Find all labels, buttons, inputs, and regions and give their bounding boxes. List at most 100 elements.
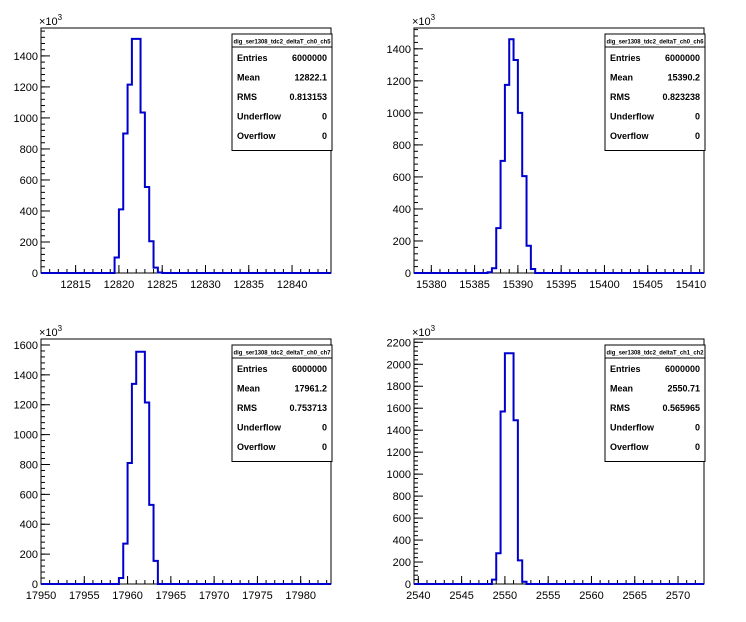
stats-box-frame — [231, 33, 333, 151]
stats-value: 0 — [695, 131, 700, 141]
x-tick-label: 2550 — [493, 590, 517, 602]
stats-label: Underflow — [237, 423, 282, 433]
y-tick-label: 1200 — [14, 82, 38, 94]
stats-label: Entries — [237, 364, 268, 374]
x-tick-label: 17980 — [285, 590, 316, 602]
stats-label: Overflow — [237, 442, 277, 452]
stats-value: 0.823238 — [662, 92, 700, 102]
y-axis-multiplier: ×103 — [412, 13, 436, 28]
stats-value: 6000000 — [665, 53, 700, 63]
stats-label: Entries — [610, 364, 641, 374]
y-tick-label: 800 — [393, 140, 411, 152]
x-tick-label: 2570 — [666, 590, 690, 602]
y-tick-label: 600 — [393, 172, 411, 184]
stats-label: Overflow — [610, 131, 650, 141]
x-tick-label: 17950 — [26, 590, 57, 602]
y-tick-label: 200 — [20, 237, 38, 249]
y-tick-label: 1400 — [387, 425, 411, 437]
stats-value: 6000000 — [292, 53, 327, 63]
stats-box-frame — [231, 344, 333, 462]
stats-value: 0 — [695, 442, 700, 452]
stats-label: Overflow — [610, 442, 650, 452]
x-tick-label: 2540 — [406, 590, 430, 602]
stats-value: 0 — [695, 423, 700, 433]
y-tick-label: 1000 — [14, 113, 38, 125]
stats-label: RMS — [237, 403, 257, 413]
x-tick-label: 2560 — [579, 590, 603, 602]
stats-label: Entries — [610, 53, 641, 63]
y-tick-label: 1600 — [387, 403, 411, 415]
x-tick-label: 17965 — [156, 590, 187, 602]
y-tick-label: 400 — [393, 204, 411, 216]
y-axis-multiplier: ×103 — [39, 324, 63, 339]
x-tick-label: 12825 — [147, 279, 178, 291]
stats-label: Mean — [237, 73, 260, 83]
x-tick-label: 17975 — [242, 590, 273, 602]
y-tick-label: 600 — [20, 175, 38, 187]
x-tick-label: 15385 — [459, 279, 490, 291]
stats-label: Mean — [610, 384, 633, 394]
y-tick-label: 200 — [393, 557, 411, 569]
x-tick-label: 2555 — [536, 590, 560, 602]
stats-label: RMS — [610, 92, 630, 102]
stats-label: Entries — [237, 53, 268, 63]
histogram-outline — [414, 38, 704, 274]
x-tick-label: 12815 — [60, 279, 91, 291]
stats-value: 0 — [322, 442, 327, 452]
y-axis-multiplier: ×103 — [412, 324, 436, 339]
stats-value: 17961.2 — [294, 384, 327, 394]
y-tick-label: 600 — [20, 489, 38, 501]
stats-value: 2550.71 — [667, 384, 700, 394]
stats-box-frame — [604, 33, 706, 151]
y-tick-label: 2200 — [387, 337, 411, 349]
y-tick-label: 1600 — [14, 340, 38, 352]
y-tick-label: 200 — [20, 549, 38, 561]
y-tick-label: 400 — [393, 535, 411, 547]
stats-value: 0.813153 — [289, 92, 327, 102]
y-tick-label: 1400 — [387, 44, 411, 56]
x-tick-label: 15390 — [503, 279, 534, 291]
y-tick-label: 0 — [405, 268, 411, 280]
stats-value: 15390.2 — [667, 73, 700, 83]
stats-value: 6000000 — [665, 364, 700, 374]
stats-value: 0.565965 — [662, 403, 700, 413]
x-tick-label: 2545 — [449, 590, 473, 602]
stats-box: dig_ser1308_tdc2_deltaT_ch1_ch2 Entries 60… — [604, 344, 706, 462]
x-tick-label: 15395 — [546, 279, 577, 291]
y-tick-label: 800 — [20, 459, 38, 471]
y-tick-label: 400 — [20, 206, 38, 218]
y-tick-label: 0 — [405, 579, 411, 591]
y-tick-label: 800 — [393, 491, 411, 503]
histogram-name: dig_ser1308_tdc2_deltaT_ch0_ch7 — [234, 350, 331, 357]
histogram-outline — [414, 352, 704, 585]
stats-label: RMS — [237, 92, 257, 102]
stats-value: 6000000 — [292, 364, 327, 374]
y-tick-label: 1400 — [14, 51, 38, 63]
histogram-outline — [41, 350, 331, 585]
histogram-bin — [136, 352, 140, 584]
y-axis-multiplier: ×103 — [39, 13, 63, 28]
stats-value: 0 — [695, 112, 700, 122]
histogram-panel-3: 17950 17955 17960 17965 17970 17975 17980 0 200 4… — [14, 324, 333, 602]
stats-box: dig_ser1308_tdc2_deltaT_ch0_ch6 Entries 60… — [604, 33, 706, 151]
x-tick-label: 12820 — [104, 279, 135, 291]
stats-value: 12822.1 — [294, 73, 327, 83]
y-tick-label: 1000 — [387, 108, 411, 120]
histogram-panel-1: 12815 12820 12825 12830 12835 12840 0 200 400 600… — [14, 13, 333, 291]
stats-label: Mean — [610, 73, 633, 83]
x-tick-label: 15400 — [589, 279, 620, 291]
y-tick-label: 800 — [20, 144, 38, 156]
y-tick-label: 400 — [20, 519, 38, 531]
y-tick-label: 1200 — [14, 400, 38, 412]
x-tick-label: 2565 — [623, 590, 647, 602]
y-tick-label: 2000 — [387, 359, 411, 371]
histogram-name: dig_ser1308_tdc2_deltaT_ch0_ch5 — [234, 39, 331, 46]
x-tick-label: 15380 — [416, 279, 447, 291]
x-tick-label: 12840 — [277, 279, 308, 291]
y-tick-label: 0 — [32, 268, 38, 280]
stats-box-frame — [604, 344, 706, 462]
y-tick-label: 1800 — [387, 381, 411, 393]
x-tick-label: 15405 — [632, 279, 663, 291]
stats-value: 0 — [322, 131, 327, 141]
